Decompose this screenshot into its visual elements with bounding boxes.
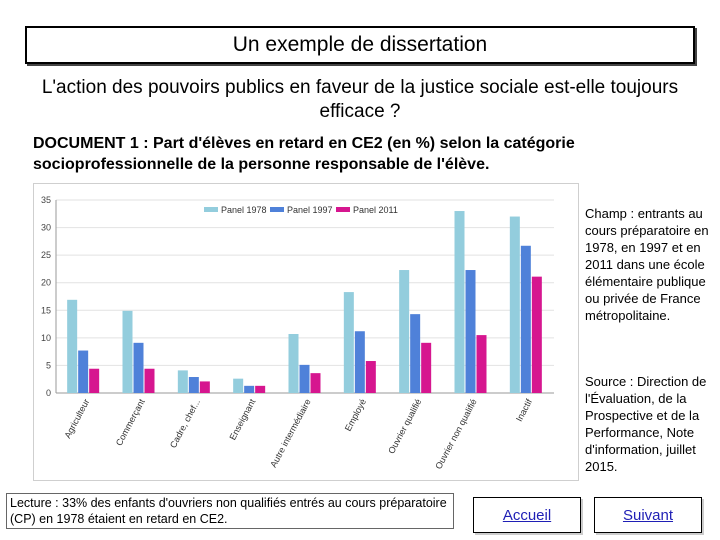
slide-title: Un exemple de dissertation [25,26,695,64]
x-tick-label: Employé [343,397,368,433]
bar-panel-1997 [465,270,476,393]
y-tick-label: 35 [41,195,51,205]
bar-panel-2011 [144,368,155,393]
x-tick-label: Agriculteur [62,397,91,440]
x-tick-label: Cadre, chef... [168,397,202,449]
bar-panel-2011 [255,385,266,393]
x-tick-label: Autre intermédiaire [268,397,313,469]
bar-panel-2011 [310,373,321,393]
bar-panel-2011 [365,361,376,393]
suivant-button[interactable]: Suivant [594,497,702,533]
lecture-note: Lecture : 33% des enfants d'ouvriers non… [6,493,454,529]
dissertation-subject: L'action des pouvoirs publics en faveur … [41,77,679,122]
y-tick-label: 10 [41,333,51,343]
bar-panel-1997 [133,342,144,393]
bar-panel-1978 [454,211,465,393]
legend-label: Panel 2011 [353,205,398,215]
y-tick-label: 30 [41,223,51,233]
bar-panel-2011 [199,381,210,393]
bar-panel-2011 [531,276,542,393]
x-tick-label: Inactif [514,397,534,423]
bar-panel-1997 [410,314,421,393]
x-tick-label: Ouvrier non qualifié [433,397,478,471]
bar-panel-1997 [188,377,199,393]
bar-panel-1978 [67,299,78,393]
y-tick-label: 25 [41,250,51,260]
legend-swatch [336,207,350,212]
bar-panel-1978 [509,216,520,393]
legend-swatch [204,207,218,212]
bar-panel-1997 [244,385,255,393]
accueil-button[interactable]: Accueil [473,497,581,533]
bar-panel-1997 [354,331,365,393]
bar-panel-1997 [520,245,531,393]
x-tick-label: Commerçant [114,397,147,448]
bar-panel-1978 [343,292,354,393]
bar-panel-1997 [299,364,310,393]
bar-panel-1978 [399,270,410,393]
bar-panel-2011 [476,335,487,393]
bar-panel-1978 [177,370,188,393]
legend-label: Panel 1997 [287,205,333,215]
bar-panel-2011 [89,368,100,393]
bar-panel-1997 [78,350,89,393]
bar-panel-2011 [421,342,432,393]
y-tick-label: 15 [41,305,51,315]
y-tick-label: 5 [46,360,51,370]
source-note: Source : Direction de l'Évaluation, de l… [585,374,707,474]
bar-panel-1978 [288,333,299,393]
champ-note: Champ : entrants au cours préparatoire e… [585,206,709,323]
y-tick-label: 20 [41,278,51,288]
x-tick-label: Enseignant [227,397,257,442]
y-tick-label: 0 [46,388,51,398]
x-tick-label: Ouvrier qualifié [386,397,423,455]
bar-panel-1978 [233,378,244,393]
bar-panel-1978 [122,310,133,393]
chart-frame: 0 5 10 15 20 25 30 35 Agriculteur Commerçant Cadre… [33,183,579,481]
legend-label: Panel 1978 [221,205,267,215]
document-title: DOCUMENT 1 : Part d'élèves en retard en … [33,135,575,173]
legend-swatch [270,207,284,212]
bar-chart: 0 5 10 15 20 25 30 35 Agriculteur Commerçant Cadre… [41,195,554,471]
